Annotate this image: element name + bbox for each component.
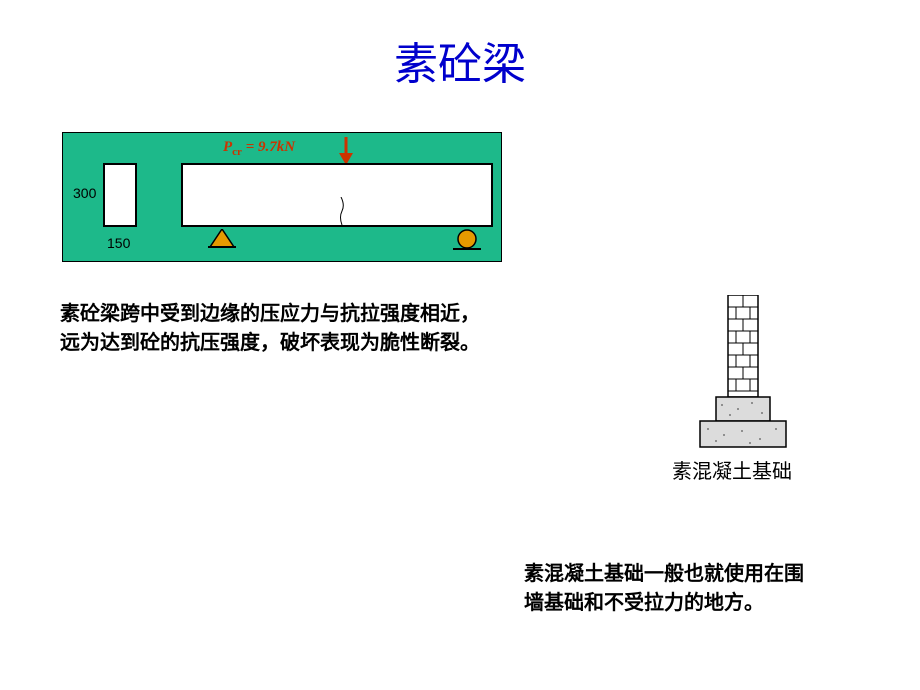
load-arrow-icon <box>337 137 355 165</box>
load-equals: = <box>246 139 258 155</box>
crack-icon <box>337 197 347 225</box>
load-label: Pcr = 9.7kN <box>223 139 295 158</box>
foundation-caption: 素混凝土基础 <box>672 455 792 484</box>
beam-section <box>103 163 137 227</box>
description-text-2: 素混凝土基础一般也就使用在围 墙基础和不受拉力的地方。 <box>524 560 804 618</box>
dimension-height: 300 <box>73 185 96 201</box>
pin-support-icon <box>208 229 236 253</box>
beam-diagram: Pcr = 9.7kN 300 150 <box>62 132 502 262</box>
slide-title: 素砼梁 <box>0 0 920 92</box>
dimension-width: 150 <box>107 235 130 251</box>
load-symbol: Pcr <box>223 139 242 155</box>
foundation-diagram <box>680 295 800 455</box>
description-text-1: 素砼梁跨中受到边缘的压应力与抗拉强度相近， 远为达到砼的抗压强度，破坏表现为脆性… <box>60 300 480 358</box>
text1-line1: 素砼梁跨中受到边缘的压应力与抗拉强度相近， <box>60 300 480 329</box>
text1-line2: 远为达到砼的抗压强度，破坏表现为脆性断裂。 <box>60 329 480 358</box>
text2-line2: 墙基础和不受拉力的地方。 <box>524 589 804 618</box>
load-value: 9.7kN <box>258 139 295 155</box>
text2-line1: 素混凝土基础一般也就使用在围 <box>524 560 804 589</box>
beam-body <box>181 163 493 227</box>
roller-support-icon <box>453 229 481 253</box>
